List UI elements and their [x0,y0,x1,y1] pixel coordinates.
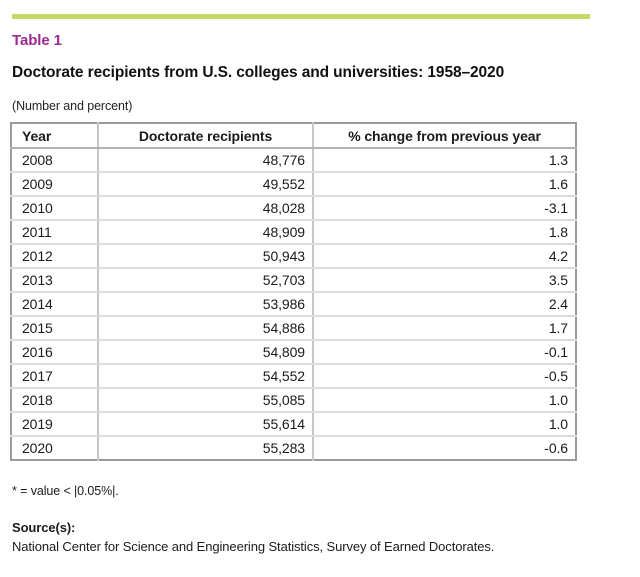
pct-change-cell: 3.5 [313,268,576,293]
year-cell: 2020 [11,436,99,460]
source-label: Source(s): [12,520,76,535]
table-row: 2009 49,552 1.6 [11,172,576,197]
table-row: 2010 48,028 -3.1 [11,196,576,221]
units-subtitle: (Number and percent) [12,99,133,113]
table-row: 2020 55,283 -0.6 [11,436,576,460]
pct-change-cell: 1.8 [313,220,576,245]
year-cell: 2018 [11,388,99,413]
recipients-cell: 48,028 [98,196,314,221]
table-row: 2017 54,552 -0.5 [11,364,576,389]
column-header-recipients: Doctorate recipients [98,123,314,149]
recipients-cell: 52,703 [98,268,314,293]
page-title: Doctorate recipients from U.S. colleges … [12,64,505,81]
table-row: 2019 55,614 1.0 [11,412,576,437]
table-header-row: Year Doctorate recipients % change from … [11,123,576,149]
pct-change-cell: 1.6 [313,172,576,197]
year-cell: 2019 [11,412,99,437]
recipients-cell: 50,943 [98,244,314,269]
source-text: National Center for Science and Engineer… [12,539,495,554]
recipients-cell: 54,552 [98,364,314,389]
pct-change-cell: 1.0 [313,412,576,437]
table-row: 2008 48,776 1.3 [11,148,576,173]
year-cell: 2016 [11,340,99,365]
pct-change-cell: 4.2 [313,244,576,269]
recipients-cell: 49,552 [98,172,314,197]
recipients-cell: 48,909 [98,220,314,245]
data-table: Year Doctorate recipients % change from … [10,122,577,461]
footnote: * = value < |0.05%|. [12,484,119,498]
recipients-cell: 53,986 [98,292,314,317]
year-cell: 2011 [11,220,99,245]
year-cell: 2017 [11,364,99,389]
pct-change-cell: 2.4 [313,292,576,317]
table-number-label: Table 1 [12,32,62,49]
recipients-cell: 48,776 [98,148,314,173]
recipients-cell: 54,886 [98,316,314,341]
table-row: 2011 48,909 1.8 [11,220,576,245]
table-row: 2015 54,886 1.7 [11,316,576,341]
year-cell: 2010 [11,196,99,221]
pct-change-cell: 1.0 [313,388,576,413]
table-row: 2016 54,809 -0.1 [11,340,576,365]
pct-change-cell: -0.6 [544,440,568,456]
table-row: 2013 52,703 3.5 [11,268,576,293]
column-header-pct-change: % change from previous year [313,123,576,149]
year-cell: 2014 [11,292,99,317]
column-header-year: Year [11,123,99,149]
pct-change-cell: 1.7 [313,316,576,341]
pct-change-cell: -0.1 [313,340,576,365]
table-row: 2012 50,943 4.2 [11,244,576,269]
report-page: Table 1 Doctorate recipients from U.S. c… [10,14,628,556]
year-cell: 2013 [11,268,99,293]
accent-bar [12,14,590,19]
year-cell: 2015 [11,316,99,341]
recipients-cell: 55,614 [98,412,314,437]
year-cell: 2009 [11,172,99,197]
table-row: 2014 53,986 2.4 [11,292,576,317]
pct-change-cell: -3.1 [313,196,576,221]
table-body: 2008 48,776 1.3 2009 49,552 1.6 2010 48,028 -3.1… [11,148,576,460]
source-block: Source(s): National Center for Science a… [12,518,628,556]
pct-change-cell: -0.5 [313,364,576,389]
year-cell: 2008 [11,148,99,173]
recipients-cell: 55,085 [98,388,314,413]
year-cell: 2012 [11,244,99,269]
recipients-cell: 54,809 [98,340,314,365]
recipients-cell: 55,283 [98,436,314,460]
pct-change-cell: 1.3 [313,148,576,173]
table-row: 2018 55,085 1.0 [11,388,576,413]
